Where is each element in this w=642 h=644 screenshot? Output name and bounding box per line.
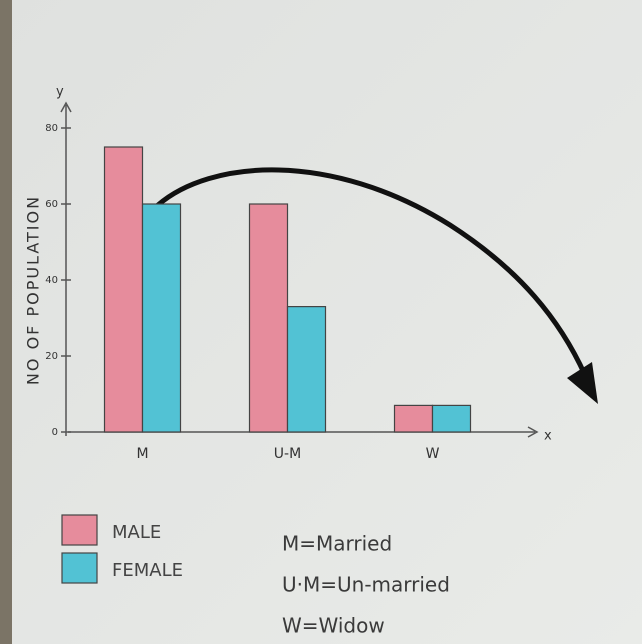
- legend-label: MALE: [112, 522, 161, 543]
- bar: [143, 204, 181, 432]
- chart: x y NO OF POPULATION 0 20 40 60 80 M U-M W MALE F…: [0, 0, 642, 644]
- y-tick-label: 40: [45, 275, 58, 286]
- y-tick-label: 80: [45, 123, 58, 134]
- y-tick-label: 20: [45, 351, 58, 362]
- bar: [105, 147, 143, 432]
- legend-swatch: [62, 553, 97, 583]
- x-tick-label: M: [136, 446, 148, 462]
- y-tick-label: 0: [52, 427, 58, 438]
- y-tick-label: 60: [45, 199, 58, 210]
- legend-swatch: [62, 515, 97, 545]
- bar: [250, 204, 288, 432]
- y-axis-letter: y: [56, 85, 64, 100]
- annotation: M=Married: [282, 532, 392, 556]
- annotation: W=Widow: [282, 614, 385, 638]
- bar: [433, 405, 471, 432]
- x-tick-label: W: [426, 446, 440, 462]
- bar: [288, 307, 326, 432]
- bar: [395, 405, 433, 432]
- x-axis-letter: x: [544, 429, 552, 444]
- frame-edge: [0, 0, 12, 644]
- annotation: U·M=Un-married: [282, 573, 450, 597]
- x-tick-label: U-M: [274, 446, 301, 462]
- y-axis-label: NO OF POPULATION: [24, 195, 43, 385]
- legend-label: FEMALE: [112, 560, 183, 581]
